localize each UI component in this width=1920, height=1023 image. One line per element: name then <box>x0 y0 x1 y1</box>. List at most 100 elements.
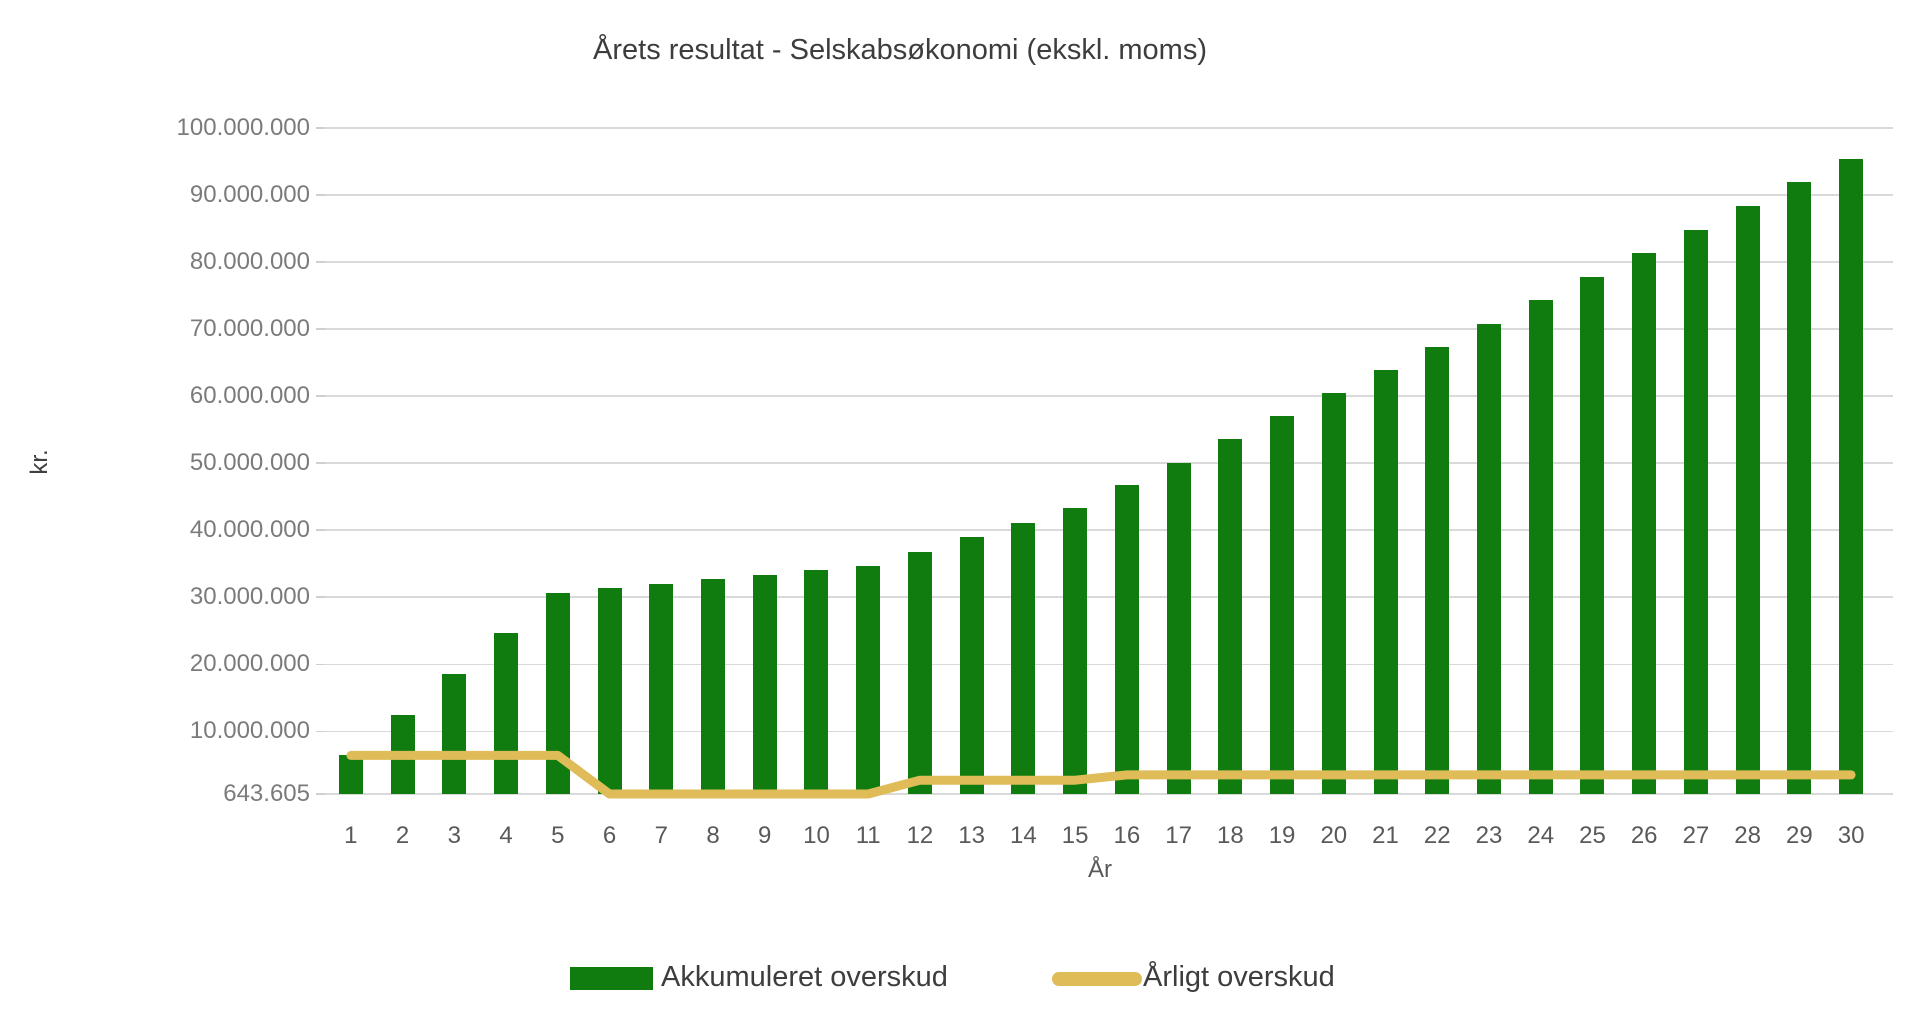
bar-year-24 <box>1528 300 1553 794</box>
gridline <box>325 596 1893 598</box>
y-tick-mark <box>316 663 325 665</box>
x-tick-label: 2 <box>395 822 410 849</box>
y-tick-label: 70.000.000 <box>189 315 310 343</box>
y-axis-title: kr. <box>26 449 53 475</box>
bar-year-2 <box>390 715 415 794</box>
gridline <box>325 127 1893 129</box>
bar-year-10 <box>804 570 829 794</box>
x-tick-label: 10 <box>803 822 830 849</box>
legend: Akkumuleret overskud Årligt overskud <box>0 958 1920 1004</box>
chart-title: Årets resultat - Selskabsøkonomi (ekskl.… <box>593 34 1207 66</box>
gridline <box>325 730 1893 733</box>
y-tick-mark <box>316 793 325 795</box>
x-tick-label: 7 <box>654 822 668 849</box>
x-tick-label: 17 <box>1165 822 1192 849</box>
bar-year-7 <box>649 583 674 794</box>
bar-year-18 <box>1218 439 1243 794</box>
y-tick-label: 60.000.000 <box>189 382 310 410</box>
bar-year-22 <box>1425 347 1450 794</box>
legend-swatch-accumulated <box>570 967 653 990</box>
bar-year-14 <box>1011 522 1036 794</box>
bar-year-17 <box>1166 463 1191 794</box>
x-tick-label: 8 <box>706 822 720 849</box>
bar-year-23 <box>1477 323 1501 794</box>
x-tick-label: 3 <box>447 822 462 849</box>
gridline <box>325 529 1893 531</box>
y-tick-mark <box>316 127 325 129</box>
bar-year-16 <box>1114 484 1139 794</box>
y-tick-label: 20.000.000 <box>189 650 310 678</box>
bar-year-9 <box>752 575 777 794</box>
x-tick-label: 25 <box>1579 822 1606 849</box>
x-tick-label: 16 <box>1113 822 1141 849</box>
x-tick-label: 30 <box>1837 822 1865 849</box>
bar-year-13 <box>959 536 984 794</box>
y-tick-label: 643.605 <box>223 780 310 807</box>
y-tick-mark <box>316 194 325 196</box>
x-tick-label: 27 <box>1682 822 1710 849</box>
y-tick-mark <box>316 328 325 330</box>
x-tick-label: 20 <box>1320 822 1348 849</box>
y-tick-label: 80.000.000 <box>189 248 310 276</box>
x-tick-label: 28 <box>1734 822 1762 849</box>
x-tick-label: 13 <box>958 822 986 849</box>
x-tick-label: 1 <box>344 822 358 849</box>
y-tick-mark <box>316 730 325 733</box>
bar-year-25 <box>1580 276 1605 794</box>
bar-year-27 <box>1683 229 1708 794</box>
y-tick-label: 10.000.000 <box>189 717 310 745</box>
x-tick-label: 19 <box>1268 822 1296 849</box>
y-tick-label: 30.000.000 <box>189 583 310 611</box>
gridline <box>325 663 1893 665</box>
x-tick-label: 18 <box>1216 822 1244 849</box>
bar-year-20 <box>1321 393 1346 794</box>
y-tick-mark <box>316 529 325 531</box>
gridline <box>325 328 1893 330</box>
bar-year-12 <box>907 551 932 794</box>
bar-year-19 <box>1270 415 1295 794</box>
legend-label-accumulated: Akkumuleret overskud <box>661 961 948 993</box>
x-tick-label: 11 <box>855 822 881 849</box>
y-tick-label: 100.000.000 <box>176 114 310 141</box>
x-tick-label: 9 <box>758 822 772 849</box>
y-tick-mark <box>316 395 325 397</box>
x-tick-label: 22 <box>1423 822 1451 849</box>
x-tick-label: 29 <box>1786 822 1813 849</box>
x-tick-label: 14 <box>1010 822 1037 849</box>
bar-year-8 <box>701 579 725 794</box>
gridline <box>325 261 1893 263</box>
bar-year-11 <box>856 566 881 794</box>
x-tick-label: 4 <box>499 822 513 849</box>
x-tick-label: 12 <box>906 822 934 849</box>
y-tick-mark <box>316 261 325 263</box>
bar-year-6 <box>597 587 622 794</box>
y-tick-mark <box>316 462 325 464</box>
y-tick-label: 90.000.000 <box>189 181 310 209</box>
x-tick-label: 15 <box>1061 822 1089 849</box>
bar-year-1 <box>338 755 363 794</box>
legend-label-annual: Årligt overskud <box>1143 961 1335 993</box>
y-tick-label: 50.000.000 <box>189 449 310 477</box>
annual-profit-line <box>346 750 1856 799</box>
bar-year-21 <box>1373 369 1398 794</box>
bar-year-3 <box>442 673 467 794</box>
bar-year-28 <box>1735 206 1760 794</box>
legend-swatch-annual <box>1052 972 1142 986</box>
y-tick-label: 40.000.000 <box>189 516 310 544</box>
gridline <box>325 462 1893 464</box>
x-tick-label: 24 <box>1527 822 1555 849</box>
x-tick-label: 26 <box>1630 822 1658 849</box>
x-tick-label: 21 <box>1372 822 1399 849</box>
x-tick-label: 5 <box>551 822 565 849</box>
x-tick-label: 6 <box>602 822 617 849</box>
x-tick-label: 23 <box>1475 822 1503 849</box>
gridline <box>325 194 1893 196</box>
bar-year-29 <box>1787 182 1812 794</box>
x-axis-title: År <box>1088 856 1112 883</box>
bar-year-5 <box>545 592 570 794</box>
bar-year-30 <box>1839 158 1864 794</box>
y-tick-mark <box>316 596 325 598</box>
bar-year-26 <box>1632 253 1657 794</box>
bar-year-4 <box>494 633 519 794</box>
